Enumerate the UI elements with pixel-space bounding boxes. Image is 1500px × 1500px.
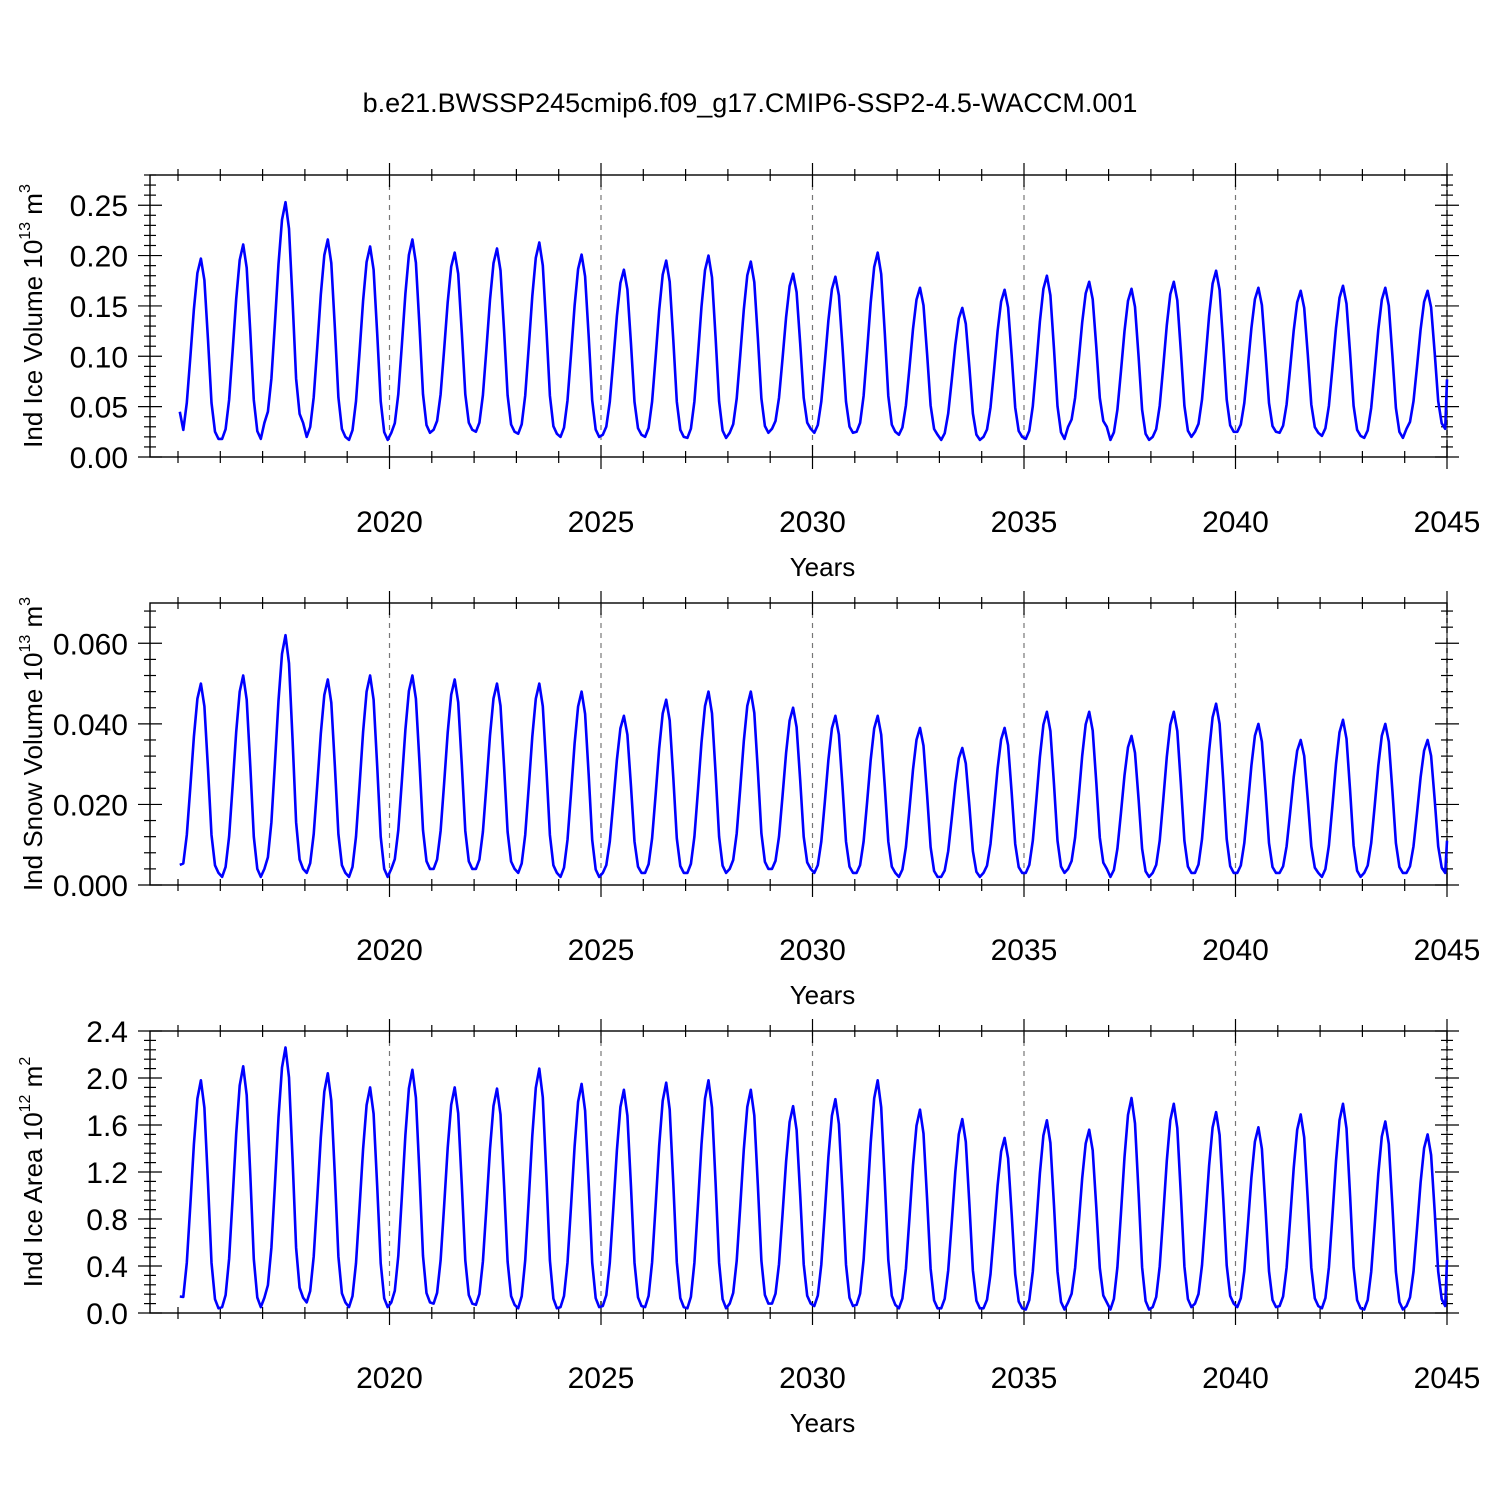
y-tick-label: 0.15 xyxy=(70,291,128,324)
y-tick-label: 0.10 xyxy=(70,341,128,374)
x-tick-label: 2035 xyxy=(991,506,1058,539)
series-line xyxy=(178,200,1449,442)
y-tick-label: 0.040 xyxy=(53,709,128,742)
x-axis-label: Years xyxy=(790,1408,856,1438)
x-tick-label: 2035 xyxy=(991,934,1058,967)
y-tick-label: 1.6 xyxy=(86,1110,128,1143)
x-tick-label: 2045 xyxy=(1414,934,1481,967)
y-tick-label: 2.4 xyxy=(86,1016,128,1049)
series-line xyxy=(179,1046,1449,1311)
y-tick-label: 0.8 xyxy=(86,1204,128,1237)
x-tick-label: 2020 xyxy=(356,506,423,539)
x-tick-label: 2045 xyxy=(1414,1362,1481,1395)
y-tick-label: 1.2 xyxy=(86,1157,128,1190)
y-tick-label: 0.05 xyxy=(70,392,128,425)
chart-panel-3: 2020 2025 2030 2035 2040 2045 Years 0.0 0.4 0.8 1.… xyxy=(17,1016,1480,1438)
x-tick-label: 2035 xyxy=(991,1362,1058,1395)
y-axis-label: Ind Ice Area 1012 m2 xyxy=(17,1057,48,1288)
x-tick-label: 2030 xyxy=(779,506,846,539)
x-tick-label: 2030 xyxy=(779,1362,846,1395)
x-tick-label: 2030 xyxy=(779,934,846,967)
chart-panel-2: 2020 2025 2030 2035 2040 2045 Years 0.000 0.020 0… xyxy=(17,591,1480,1010)
y-tick-label: 0.020 xyxy=(53,789,128,822)
y-tick-label: 2.0 xyxy=(86,1063,128,1096)
x-axis-label: Years xyxy=(790,980,856,1010)
y-axis-label: Ind Snow Volume 1013 m3 xyxy=(17,597,48,891)
y-tick-label: 0.000 xyxy=(53,870,128,903)
y-tick-label: 0.00 xyxy=(70,442,128,475)
y-axis-label: Ind Ice Volume 1013 m3 xyxy=(17,184,48,448)
x-tick-label: 2020 xyxy=(356,1362,423,1395)
x-tick-label: 2020 xyxy=(356,934,423,967)
x-tick-label: 2045 xyxy=(1414,506,1481,539)
y-tick-label: 0.20 xyxy=(70,241,128,274)
y-tick-label: 0.0 xyxy=(86,1298,128,1331)
y-tick-label: 0.060 xyxy=(53,628,128,661)
x-axis-label: Years xyxy=(790,552,856,582)
x-tick-label: 2040 xyxy=(1202,1362,1269,1395)
x-tick-label: 2040 xyxy=(1202,934,1269,967)
series-line xyxy=(179,633,1449,879)
x-tick-label: 2025 xyxy=(568,934,635,967)
x-tick-label: 2040 xyxy=(1202,506,1269,539)
chart-panel-1: 2020 2025 2030 2035 2040 2045 Years 0.00 0.05 0.1… xyxy=(17,163,1480,582)
x-tick-label: 2025 xyxy=(568,506,635,539)
x-tick-label: 2025 xyxy=(568,1362,635,1395)
figure-title: b.e21.BWSSP245cmip6.f09_g17.CMIP6-SSP2-4… xyxy=(363,88,1138,118)
y-tick-label: 0.4 xyxy=(86,1251,128,1284)
y-tick-label: 0.25 xyxy=(70,190,128,223)
panels: 2020 2025 2030 2035 2040 2045 Years 0.00 0.05 0.1… xyxy=(17,163,1480,1438)
